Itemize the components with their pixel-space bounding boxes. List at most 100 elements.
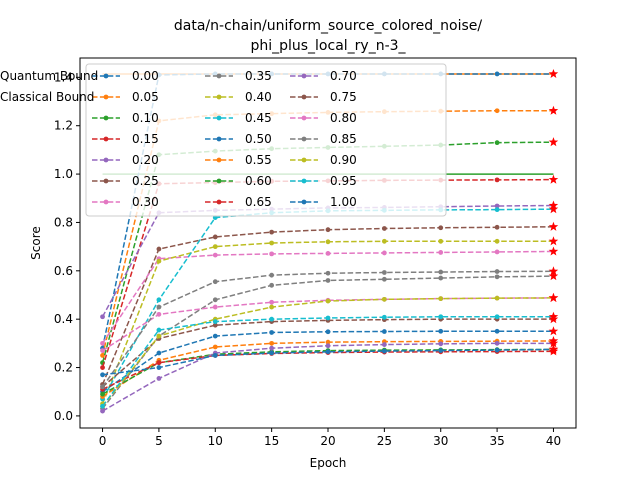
x-tick-label: 0: [99, 434, 107, 448]
y-tick-label: 1.4: [54, 70, 73, 84]
final-point-star: [548, 221, 559, 231]
legend-item: 0.15: [92, 132, 159, 146]
legend-item: 0.50: [205, 132, 272, 146]
chart-title-line-1: data/n-chain/uniform_source_colored_nois…: [174, 18, 482, 34]
x-tick-label: 15: [264, 434, 279, 448]
x-axis: 0 5 10 15 20 25 30 35 40: [99, 428, 561, 448]
data-point: [494, 269, 500, 274]
series-0.30: [100, 246, 559, 346]
final-point-star: [548, 105, 559, 115]
final-point-star: [548, 338, 559, 348]
y-tick-label: 0.6: [54, 264, 73, 278]
series-1.00: [100, 344, 559, 378]
data-point: [325, 343, 331, 349]
legend-label: 0.65: [245, 195, 272, 209]
data-point: [438, 341, 444, 347]
legend-marker: [216, 136, 222, 142]
y-tick-label: 0.0: [54, 409, 73, 423]
data-point: [212, 297, 218, 303]
legend-label: 1.00: [330, 195, 357, 209]
data-point: [100, 314, 105, 320]
data-point: [156, 311, 162, 317]
legend-label: 0.20: [132, 153, 159, 167]
legend-label: 0.50: [245, 132, 272, 146]
legend-marker: [103, 94, 109, 100]
legend-marker: [103, 136, 109, 142]
legend-label: 0.25: [132, 174, 159, 188]
legend-item: 0.55: [205, 153, 272, 167]
legend-marker: [301, 115, 307, 121]
legend-item: 0.10: [92, 111, 159, 125]
legend-item: 0.40: [205, 90, 272, 104]
legend-label: 0.95: [330, 174, 357, 188]
data-point: [494, 314, 500, 320]
data-point: [381, 226, 387, 231]
legend-marker: [301, 178, 307, 184]
data-point: [212, 322, 218, 328]
legend-label: 0.85: [330, 132, 357, 146]
legend-label: 0.60: [245, 174, 272, 188]
data-point: [100, 403, 105, 409]
data-point: [438, 348, 444, 354]
legend-label: 0.05: [132, 90, 159, 104]
legend-item: 0.20: [92, 153, 159, 167]
data-point: [325, 315, 331, 321]
final-point-star: [548, 204, 559, 214]
data-point: [325, 278, 331, 283]
legend-item: 0.95: [290, 174, 357, 188]
data-point: [325, 349, 331, 355]
legend-item: 0.65: [205, 195, 272, 209]
data-point: [212, 333, 218, 339]
final-point-star: [548, 326, 559, 336]
data-point: [212, 319, 218, 324]
data-point: [156, 258, 162, 264]
data-point: [100, 384, 105, 390]
data-point: [494, 238, 500, 244]
data-point: [325, 227, 331, 233]
legend: 0.00 0.05 0.10 0.15 0.20 0.25 0.30 0.35 0.40 0.45…: [0, 63, 447, 217]
data-point: [438, 296, 444, 302]
data-point: [438, 250, 444, 255]
data-point: [100, 365, 105, 370]
data-point: [100, 408, 105, 414]
data-point: [156, 350, 162, 356]
data-point: [438, 238, 444, 244]
data-point: [494, 207, 500, 213]
y-axis-label: Score: [29, 226, 43, 260]
legend-label: 0.90: [330, 153, 357, 167]
chart-title-line-2: phi_plus_local_ry_n-3_: [250, 38, 406, 54]
data-point: [325, 298, 331, 304]
x-tick-label: 10: [208, 434, 223, 448]
data-point: [381, 276, 387, 282]
x-tick-label: 5: [155, 434, 163, 448]
legend-label: 0.55: [245, 153, 272, 167]
legend-marker: [216, 157, 222, 163]
x-tick-label: 20: [320, 434, 335, 448]
legend-item: 0.85: [290, 132, 357, 146]
legend-item: Classical Bound: [0, 90, 94, 104]
data-point: [100, 348, 105, 354]
legend-marker: [216, 178, 222, 184]
data-point: [156, 297, 162, 303]
x-tick-label: 35: [489, 434, 504, 448]
data-point: [269, 330, 275, 335]
data-point: [269, 299, 275, 305]
data-point: [494, 203, 500, 209]
legend-label: Classical Bound: [0, 90, 94, 104]
legend-label: 0.80: [330, 111, 357, 125]
final-point-star: [548, 292, 559, 302]
data-point: [212, 344, 218, 350]
data-point: [325, 270, 331, 276]
data-point: [156, 333, 162, 339]
data-point: [156, 304, 162, 310]
data-point: [494, 340, 500, 346]
data-point: [269, 251, 275, 257]
legend-marker: [103, 199, 109, 205]
data-point: [269, 304, 275, 310]
data-point: [212, 252, 218, 258]
data-point: [325, 239, 331, 245]
data-point: [156, 360, 162, 366]
final-point-star: [548, 344, 559, 354]
data-point: [494, 140, 500, 146]
data-point: [156, 327, 162, 333]
